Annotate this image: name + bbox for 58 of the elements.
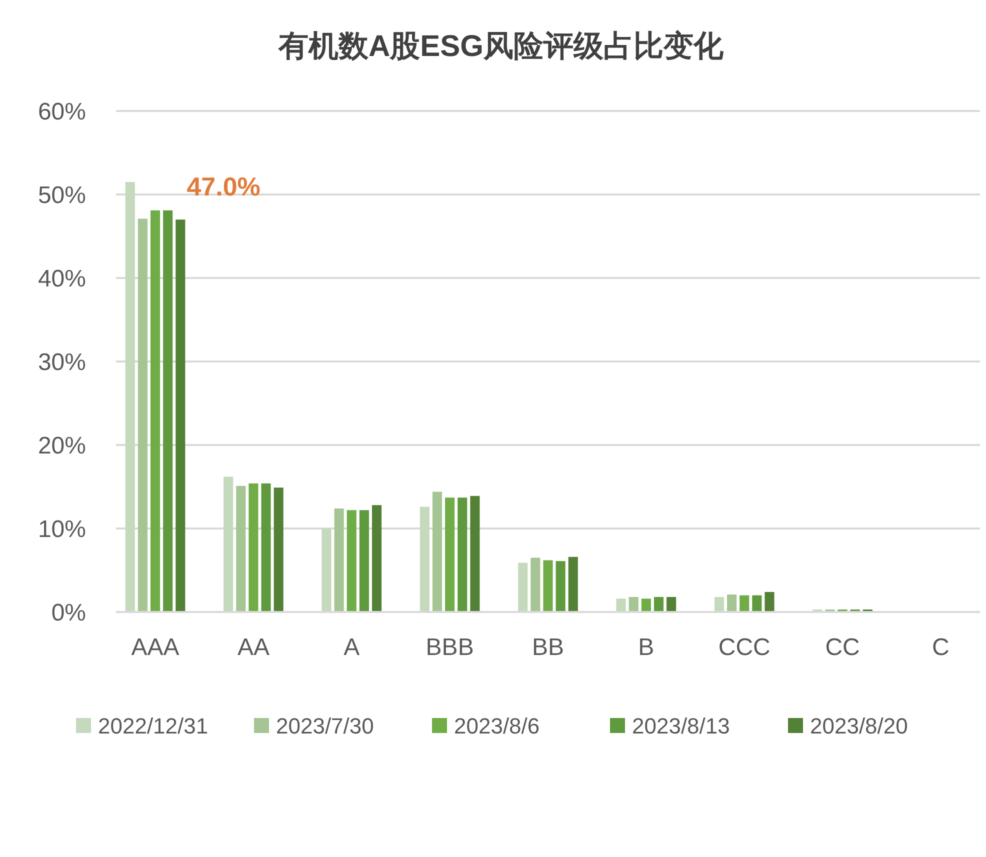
x-tick-label: BBB — [426, 634, 474, 661]
bar — [125, 182, 135, 612]
legend-label: 2023/8/6 — [454, 714, 540, 739]
bar — [666, 596, 676, 612]
legend-label: 2023/8/20 — [810, 714, 908, 739]
bar — [740, 595, 750, 612]
bar — [176, 220, 186, 612]
annotation: 47.0% — [186, 172, 260, 202]
bar — [518, 562, 528, 612]
y-tick-label: 0% — [51, 599, 86, 626]
bar — [543, 560, 553, 612]
legend-label: 2023/8/13 — [632, 714, 730, 739]
y-tick-label: 60% — [38, 98, 86, 126]
bar — [274, 488, 284, 612]
bar — [445, 498, 455, 612]
bar — [150, 210, 160, 612]
chart-title: 有机数A股ESG风险评级占比变化 — [277, 29, 725, 63]
x-tick-label: AA — [237, 634, 270, 661]
bar — [346, 510, 356, 612]
bar — [138, 218, 148, 612]
x-tick-label: AAA — [131, 634, 180, 661]
legend-label: 2023/7/30 — [276, 714, 374, 739]
y-tick-label: 30% — [38, 348, 86, 376]
bar — [714, 596, 724, 612]
y-tick-label: 50% — [38, 182, 86, 209]
bar — [470, 496, 480, 612]
bar — [236, 486, 246, 612]
y-tick-label: 40% — [38, 265, 86, 292]
bar — [568, 556, 578, 612]
bar — [556, 561, 566, 612]
bar — [163, 210, 173, 612]
bar — [334, 508, 344, 612]
x-tick-label: C — [932, 634, 950, 661]
bar — [224, 476, 234, 612]
x-tick-label: CC — [825, 634, 860, 661]
x-tick-label: B — [638, 634, 654, 661]
bar — [616, 598, 626, 612]
x-tick-label: CCC — [718, 634, 770, 661]
bar — [372, 505, 382, 612]
legend-label: 2022/12/31 — [98, 714, 208, 739]
y-tick-label: 10% — [38, 516, 86, 543]
bar — [530, 558, 540, 612]
x-tick-label: BB — [532, 634, 564, 661]
bar — [641, 598, 651, 612]
x-tick-label: A — [344, 634, 360, 661]
bar — [432, 492, 442, 612]
bar — [359, 510, 369, 612]
bar — [752, 595, 762, 612]
bar — [654, 596, 664, 612]
bar — [248, 483, 258, 612]
bar — [322, 528, 332, 612]
y-tick-label: 20% — [38, 432, 86, 460]
bar — [727, 594, 737, 612]
bar — [420, 506, 430, 612]
bar — [458, 498, 468, 612]
bar — [764, 592, 774, 612]
bar — [261, 483, 271, 612]
bar — [628, 596, 638, 612]
